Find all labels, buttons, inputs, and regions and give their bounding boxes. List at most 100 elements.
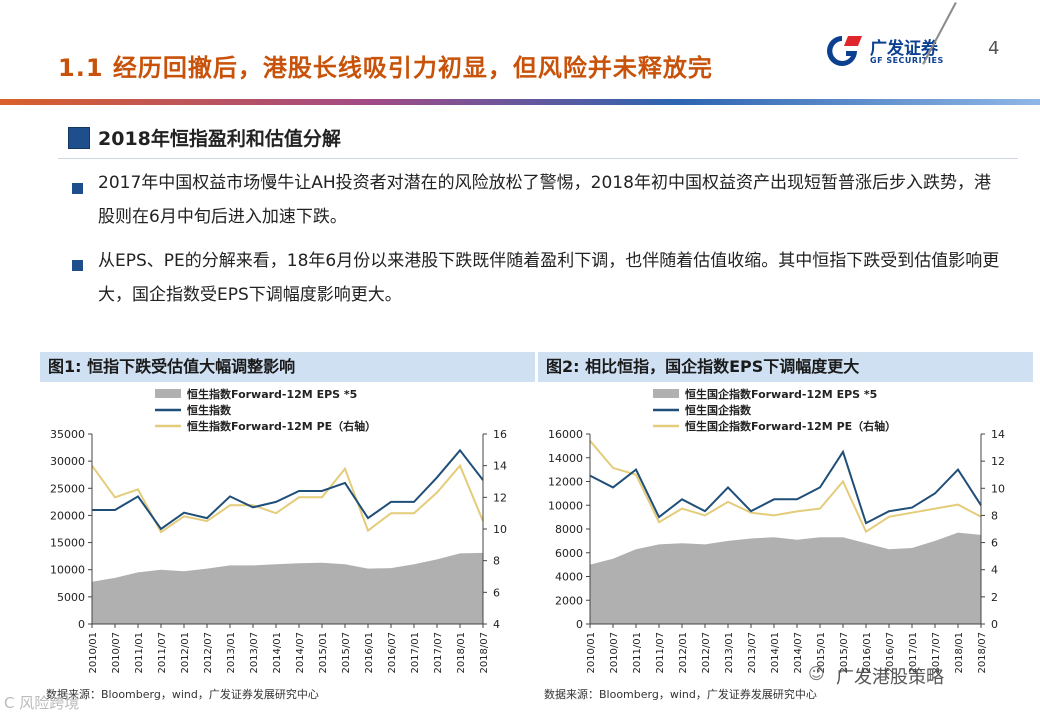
left-tick-label: 14000 bbox=[548, 452, 583, 465]
right-tick-label: 12 bbox=[493, 491, 507, 504]
page-title: 1.1 经历回撤后，港股长线吸引力初显，但风险并未释放完 bbox=[58, 54, 713, 82]
watermark: 广发港股策略 bbox=[836, 667, 944, 688]
left-tick-label: 12000 bbox=[548, 476, 583, 489]
x-tick-label: 2018/07 bbox=[977, 632, 988, 674]
left-tick-label: 15000 bbox=[50, 537, 85, 550]
chart-figure-2: 图2: 相比恒指，国企指数EPS下调幅度更大 恒生国企指数Forward-12M… bbox=[538, 352, 1033, 707]
x-tick-label: 2013/07 bbox=[249, 632, 260, 674]
right-tick-label: 14 bbox=[991, 428, 1005, 441]
bullet-paragraph-1: 2017年中国权益市场慢牛让AH投资者对潜在的风险放松了警惕，2018年初中国权… bbox=[98, 173, 991, 227]
left-tick-label: 5000 bbox=[57, 591, 85, 604]
legend-label: 恒生指数Forward-12M PE（右轴） bbox=[187, 419, 376, 433]
x-tick-label: 2014/01 bbox=[272, 632, 283, 674]
x-tick-label: 2014/07 bbox=[295, 632, 306, 674]
x-tick-label: 2012/01 bbox=[678, 632, 689, 674]
x-tick-label: 2014/01 bbox=[770, 632, 781, 674]
wechat-icon: ☺ bbox=[808, 664, 825, 683]
right-tick-label: 4 bbox=[493, 618, 500, 631]
x-tick-label: 2012/07 bbox=[203, 632, 214, 674]
x-tick-label: 2011/07 bbox=[655, 632, 666, 674]
legend-label: 恒生国企指数Forward-12M PE（右轴） bbox=[685, 419, 896, 433]
chart-plot-1: 恒生指数Forward-12M EPS *5 恒生指数恒生指数Forward-12… bbox=[50, 387, 507, 674]
left-tick-label: 25000 bbox=[50, 482, 85, 495]
left-tick-label: 20000 bbox=[50, 509, 85, 522]
logo-mark-icon bbox=[827, 36, 862, 66]
right-tick-label: 14 bbox=[493, 460, 507, 473]
x-tick-label: 2016/01 bbox=[862, 632, 873, 674]
x-tick-label: 2010/01 bbox=[586, 632, 597, 674]
legend-label: 恒生指数 bbox=[187, 403, 232, 417]
legend-label: 恒生国企指数Forward-12M EPS *5 bbox=[685, 387, 877, 401]
series-pe-line bbox=[91, 463, 484, 534]
logo-name: 广发证券 bbox=[870, 39, 938, 59]
x-tick-label: 2017/07 bbox=[433, 632, 444, 674]
left-tick-label: 10000 bbox=[548, 499, 583, 512]
x-tick-label: 2011/07 bbox=[157, 632, 168, 674]
x-tick-label: 2016/07 bbox=[387, 632, 398, 674]
chart-plot-2: 恒生国企指数Forward-12M EPS *5 恒生国企指数恒生国企指数Forw… bbox=[548, 387, 1005, 674]
x-tick-label: 2012/01 bbox=[180, 632, 191, 674]
legend-swatch bbox=[653, 389, 679, 398]
chart-heading: 图2: 相比恒指，国企指数EPS下调幅度更大 bbox=[538, 352, 1033, 382]
left-tick-label: 35000 bbox=[50, 428, 85, 441]
series-eps-area bbox=[92, 552, 483, 624]
left-tick-label: 0 bbox=[576, 618, 583, 631]
chart-heading: 图1: 恒指下跌受估值大幅调整影响 bbox=[40, 352, 535, 382]
x-tick-label: 2015/01 bbox=[318, 632, 329, 674]
chart-figure-1: 图1: 恒指下跌受估值大幅调整影响 恒生指数Forward-12M EPS *5… bbox=[40, 352, 535, 707]
corner-watermark: C 风险跨境 bbox=[4, 694, 80, 712]
left-tick-label: 30000 bbox=[50, 455, 85, 468]
x-tick-label: 2017/01 bbox=[908, 632, 919, 674]
chart-source: 数据来源：Bloomberg，wind，广发证券发展研究中心 bbox=[544, 688, 817, 701]
x-tick-label: 2013/07 bbox=[747, 632, 758, 674]
bullet-square-icon bbox=[72, 183, 83, 194]
right-tick-label: 10 bbox=[991, 482, 1005, 495]
x-tick-label: 2016/07 bbox=[885, 632, 896, 674]
section-title: 2018年恒指盈利和估值分解 bbox=[98, 128, 341, 150]
gradient-bar bbox=[0, 99, 1040, 105]
legend-label: 恒生指数Forward-12M EPS *5 bbox=[187, 387, 357, 401]
series-pe-line bbox=[589, 440, 982, 534]
x-tick-label: 2018/01 bbox=[456, 632, 467, 674]
left-tick-label: 16000 bbox=[548, 428, 583, 441]
x-tick-label: 2010/07 bbox=[609, 632, 620, 674]
left-tick-label: 6000 bbox=[555, 547, 583, 560]
series-index-line bbox=[589, 449, 982, 525]
right-tick-label: 12 bbox=[991, 455, 1005, 468]
right-tick-label: 4 bbox=[991, 564, 998, 577]
series-eps-area bbox=[590, 532, 981, 624]
series-index-line bbox=[92, 448, 484, 531]
x-tick-label: 2010/01 bbox=[88, 632, 99, 674]
x-tick-label: 2015/07 bbox=[839, 632, 850, 674]
x-tick-label: 2016/01 bbox=[364, 632, 375, 674]
right-tick-label: 10 bbox=[493, 523, 507, 536]
x-tick-label: 2017/07 bbox=[931, 632, 942, 674]
right-tick-label: 6 bbox=[493, 586, 500, 599]
chart-source: 数据来源：Bloomberg，wind，广发证券发展研究中心 bbox=[46, 688, 319, 701]
right-tick-label: 0 bbox=[991, 618, 998, 631]
x-tick-label: 2011/01 bbox=[134, 632, 145, 674]
x-tick-label: 2015/01 bbox=[816, 632, 827, 674]
left-tick-label: 0 bbox=[78, 618, 85, 631]
x-tick-label: 2018/07 bbox=[479, 632, 490, 674]
section-divider bbox=[58, 158, 1018, 159]
chart-heading-text: 图2: 相比恒指，国企指数EPS下调幅度更大 bbox=[546, 357, 860, 376]
right-tick-label: 8 bbox=[991, 509, 998, 522]
left-tick-label: 10000 bbox=[50, 564, 85, 577]
right-tick-label: 8 bbox=[493, 555, 500, 568]
logo-english-name: GF SECURITIES bbox=[870, 56, 944, 65]
chart-heading-text: 图1: 恒指下跌受估值大幅调整影响 bbox=[48, 357, 296, 376]
right-tick-label: 2 bbox=[991, 591, 998, 604]
brand-logo: 广发证券 GF SECURITIES bbox=[822, 32, 962, 72]
left-tick-label: 2000 bbox=[555, 594, 583, 607]
page-number: 4 bbox=[988, 38, 1000, 59]
x-tick-label: 2010/07 bbox=[111, 632, 122, 674]
x-tick-label: 2013/01 bbox=[724, 632, 735, 674]
bullet-square-icon bbox=[72, 260, 83, 271]
x-tick-label: 2015/07 bbox=[341, 632, 352, 674]
x-tick-label: 2018/01 bbox=[954, 632, 965, 674]
left-tick-label: 4000 bbox=[555, 571, 583, 584]
section-marker-icon bbox=[68, 127, 90, 149]
bullet-paragraph-2: 从EPS、PE的分解来看，18年6月份以来港股下跌既伴随着盈利下调，也伴随着估值… bbox=[98, 251, 1000, 305]
x-tick-label: 2011/01 bbox=[632, 632, 643, 674]
